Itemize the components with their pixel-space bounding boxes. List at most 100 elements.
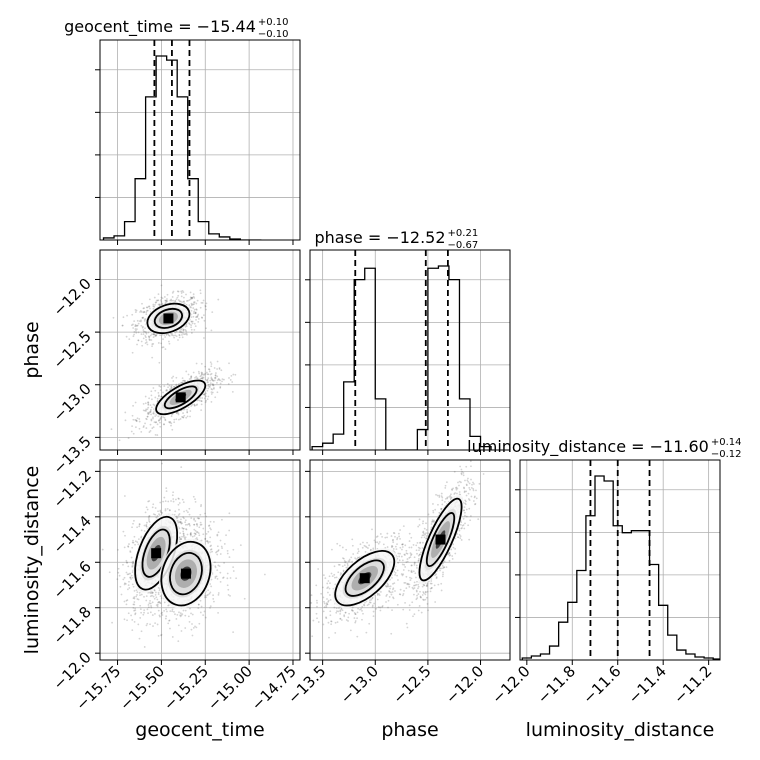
sample-point — [197, 318, 200, 320]
sample-point — [375, 607, 378, 610]
sample-point — [150, 419, 153, 422]
sample-point — [190, 375, 193, 378]
sample-point — [149, 408, 152, 411]
sample-point — [125, 603, 128, 606]
sample-point — [354, 613, 357, 615]
sample-point — [406, 558, 409, 560]
sample-point — [145, 410, 147, 412]
sample-point — [148, 338, 151, 341]
sample-point — [137, 538, 140, 541]
sample-point — [324, 577, 327, 580]
sample-point — [147, 335, 150, 338]
sample-point — [199, 306, 202, 309]
sample-point — [136, 343, 138, 346]
sample-point — [170, 298, 173, 301]
sample-point — [159, 385, 162, 388]
sample-point — [334, 576, 336, 579]
sample-point — [165, 299, 168, 302]
sample-point — [195, 523, 198, 526]
sample-point — [156, 623, 159, 626]
sample-point — [175, 412, 178, 414]
sample-point — [148, 515, 150, 518]
sample-point — [171, 296, 174, 298]
sample-point — [217, 531, 220, 534]
sample-point — [122, 578, 125, 581]
sample-point — [325, 602, 328, 605]
sample-point — [204, 594, 207, 597]
sample-point — [142, 330, 145, 333]
sample-point — [159, 602, 162, 605]
sample-point — [174, 334, 177, 337]
sample-point — [343, 560, 346, 562]
sample-point — [195, 308, 198, 311]
sample-point — [143, 311, 146, 313]
sample-point — [155, 516, 158, 519]
sample-point — [206, 594, 208, 597]
sample-point — [137, 331, 140, 334]
sample-point — [191, 322, 194, 325]
sample-point — [188, 507, 191, 510]
sample-point — [370, 598, 373, 601]
sample-point — [132, 327, 135, 329]
sample-point — [194, 312, 197, 315]
sample-point — [202, 614, 205, 617]
sample-point — [203, 373, 206, 376]
sample-point — [466, 479, 469, 482]
sample-point — [188, 299, 191, 301]
sample-point — [185, 509, 188, 512]
sample-point — [452, 543, 454, 546]
sample-point — [408, 557, 411, 559]
sample-point — [195, 362, 198, 365]
sample-point — [166, 382, 169, 385]
sample-point — [333, 565, 336, 568]
sample-point — [134, 328, 137, 330]
sample-point — [386, 536, 388, 539]
sample-point — [328, 636, 330, 639]
sample-point — [126, 573, 129, 576]
sample-point — [209, 545, 212, 548]
sample-point — [151, 614, 154, 616]
sample-point — [339, 609, 342, 612]
sample-point — [144, 409, 146, 412]
sample-point — [182, 533, 185, 535]
sample-point — [144, 511, 147, 514]
sample-point — [452, 487, 454, 490]
sample-point — [207, 589, 210, 592]
sample-point — [325, 616, 327, 619]
sample-point — [135, 309, 138, 312]
sample-point — [177, 339, 179, 341]
sample-point — [140, 340, 143, 343]
sample-point — [465, 465, 468, 468]
sample-point — [157, 586, 160, 589]
sample-point — [157, 415, 160, 418]
sample-point — [212, 380, 215, 382]
sample-point — [110, 428, 113, 431]
sample-point — [136, 591, 139, 594]
sample-point — [181, 301, 183, 303]
sample-point — [214, 376, 217, 379]
sample-point — [365, 546, 368, 549]
sample-point — [154, 389, 157, 392]
sample-point — [132, 585, 135, 588]
sample-point — [157, 419, 160, 422]
sample-point — [159, 303, 161, 306]
sample-point — [140, 333, 143, 336]
sample-point — [219, 553, 222, 555]
sample-point — [379, 606, 382, 609]
sample-point — [162, 416, 164, 418]
sample-point — [153, 421, 156, 424]
sample-point — [167, 334, 170, 337]
sample-point — [191, 320, 194, 323]
sample-point — [135, 324, 138, 327]
sample-point — [171, 333, 173, 335]
sample-point — [464, 479, 466, 482]
sample-point — [349, 629, 352, 632]
sample-point — [188, 522, 190, 525]
sample-point — [176, 290, 179, 293]
sample-point — [143, 646, 146, 648]
sample-point — [183, 536, 186, 539]
sample-point — [193, 528, 196, 531]
sample-point — [132, 539, 134, 542]
sample-point — [389, 585, 392, 588]
sample-point — [345, 566, 348, 569]
